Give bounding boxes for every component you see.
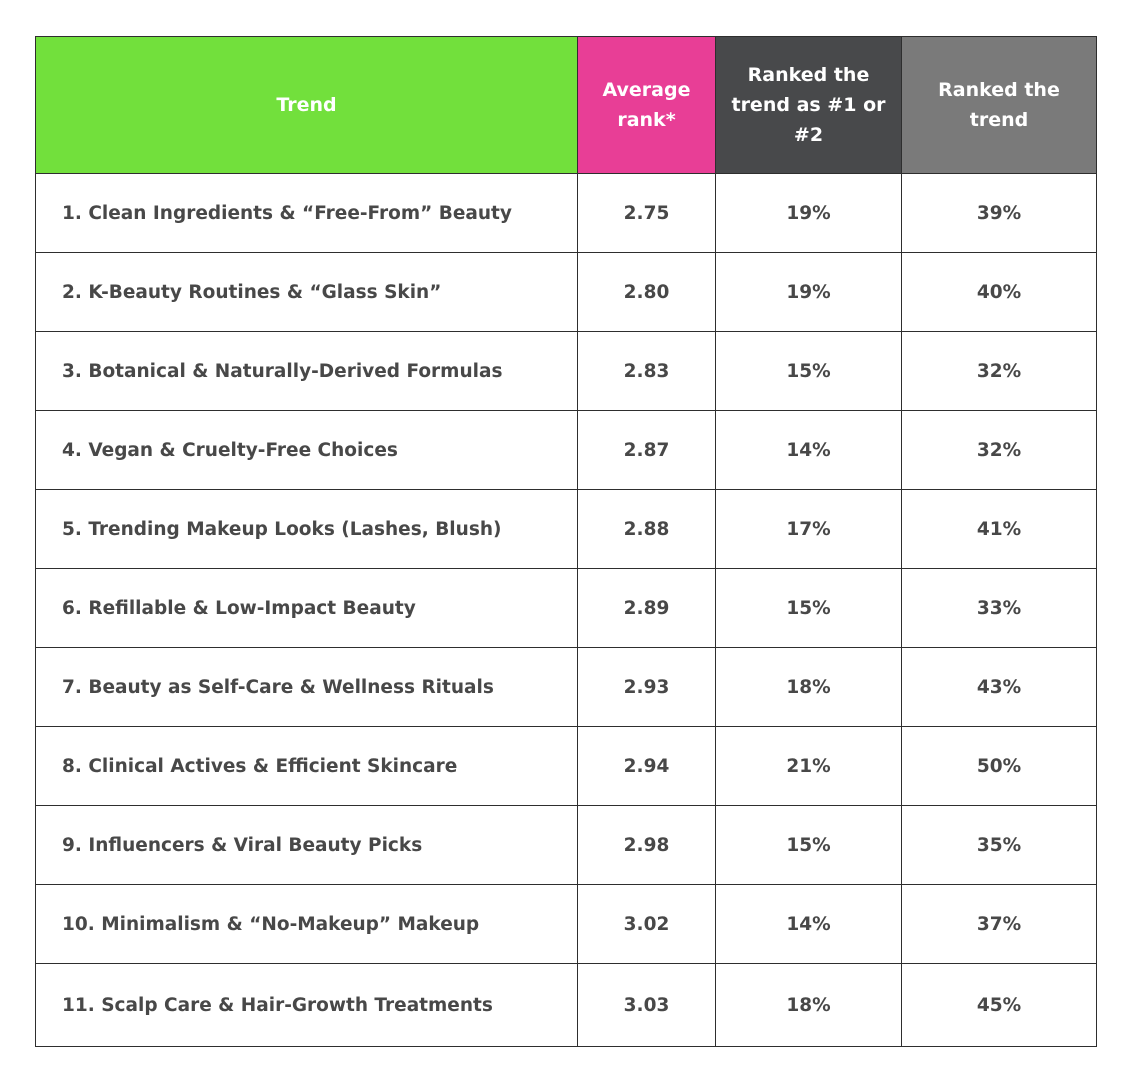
trend-cell: 5. Trending Makeup Looks (Lashes, Blush) (35, 489, 578, 569)
column-header: Average rank* (577, 36, 716, 174)
value-cell: 21% (715, 726, 902, 806)
trend-cell: 1. Clean Ingredients & “Free-From” Beaut… (35, 173, 578, 253)
value-cell: 40% (901, 252, 1097, 332)
column-header: Ranked the trend (901, 36, 1097, 174)
value-cell: 3.02 (577, 884, 716, 964)
value-cell: 15% (715, 568, 902, 648)
value-cell: 2.93 (577, 647, 716, 727)
table-row: 6. Refillable & Low-Impact Beauty 2.89 15%… (35, 568, 1097, 648)
value-cell: 18% (715, 647, 902, 727)
value-cell: 33% (901, 568, 1097, 648)
table-row: 7. Beauty as Self-Care & Wellness Ritual… (35, 647, 1097, 727)
trend-cell: 10. Minimalism & “No-Makeup” Makeup (35, 884, 578, 964)
trend-cell: 3. Botanical & Naturally-Derived Formula… (35, 331, 578, 411)
value-cell: 15% (715, 805, 902, 885)
table-row: 4. Vegan & Cruelty-Free Choices 2.87 14% 32… (35, 410, 1097, 490)
value-cell: 2.87 (577, 410, 716, 490)
value-cell: 37% (901, 884, 1097, 964)
trend-cell: 8. Clinical Actives & Efficient Skincare (35, 726, 578, 806)
value-cell: 14% (715, 410, 902, 490)
column-header: Ranked the trend as #1 or #2 (715, 36, 902, 174)
trend-table: Trend Average rank* Ranked the trend as #1… (35, 36, 1097, 1047)
value-cell: 2.88 (577, 489, 716, 569)
table-row: 9. Influencers & Viral Beauty Picks 2.98 1… (35, 805, 1097, 885)
value-cell: 19% (715, 252, 902, 332)
value-cell: 3.03 (577, 963, 716, 1047)
value-cell: 2.98 (577, 805, 716, 885)
table-row: 1. Clean Ingredients & “Free-From” Beaut… (35, 173, 1097, 253)
value-cell: 2.80 (577, 252, 716, 332)
trend-cell: 11. Scalp Care & Hair-Growth Treatments (35, 963, 578, 1047)
table-row: 11. Scalp Care & Hair-Growth Treatments 3… (35, 963, 1097, 1047)
table-row: 5. Trending Makeup Looks (Lashes, Blush)… (35, 489, 1097, 569)
value-cell: 2.75 (577, 173, 716, 253)
trend-cell: 4. Vegan & Cruelty-Free Choices (35, 410, 578, 490)
value-cell: 15% (715, 331, 902, 411)
table-row: 3. Botanical & Naturally-Derived Formula… (35, 331, 1097, 411)
trend-cell: 6. Refillable & Low-Impact Beauty (35, 568, 578, 648)
value-cell: 17% (715, 489, 902, 569)
trend-cell: 7. Beauty as Self-Care & Wellness Ritual… (35, 647, 578, 727)
table-row: 2. K-Beauty Routines & “Glass Skin” 2.80 1… (35, 252, 1097, 332)
value-cell: 39% (901, 173, 1097, 253)
value-cell: 45% (901, 963, 1097, 1047)
value-cell: 14% (715, 884, 902, 964)
value-cell: 18% (715, 963, 902, 1047)
value-cell: 50% (901, 726, 1097, 806)
value-cell: 2.83 (577, 331, 716, 411)
trend-cell: 2. K-Beauty Routines & “Glass Skin” (35, 252, 578, 332)
value-cell: 43% (901, 647, 1097, 727)
value-cell: 19% (715, 173, 902, 253)
table-row: 10. Minimalism & “No-Makeup” Makeup 3.02 1… (35, 884, 1097, 964)
value-cell: 32% (901, 410, 1097, 490)
value-cell: 2.89 (577, 568, 716, 648)
column-header: Trend (35, 36, 578, 174)
header-row: Trend Average rank* Ranked the trend as #1… (35, 36, 1097, 174)
value-cell: 41% (901, 489, 1097, 569)
table-row: 8. Clinical Actives & Efficient Skincare… (35, 726, 1097, 806)
value-cell: 32% (901, 331, 1097, 411)
trend-cell: 9. Influencers & Viral Beauty Picks (35, 805, 578, 885)
value-cell: 35% (901, 805, 1097, 885)
value-cell: 2.94 (577, 726, 716, 806)
